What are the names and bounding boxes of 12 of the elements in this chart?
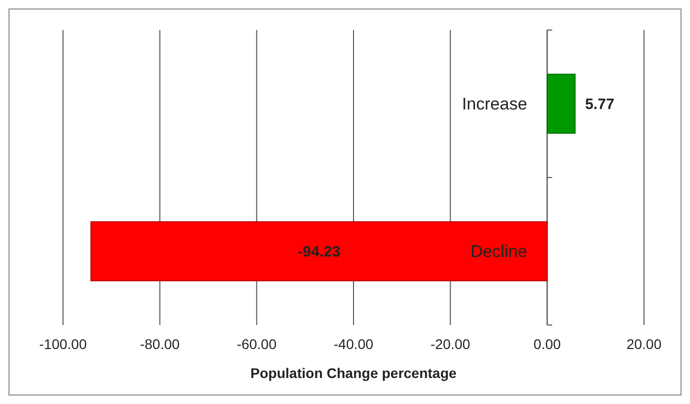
y-tick-label: Decline (470, 242, 528, 262)
x-tick-label: -40.00 (334, 336, 374, 352)
data-label: 5.77 (585, 96, 614, 113)
x-tick-label: -60.00 (236, 336, 277, 352)
x-tick-label: 0.00 (534, 336, 562, 352)
data-label: -94.23 (298, 244, 340, 260)
x-axis-title: Population Change percentage (250, 365, 457, 381)
x-tick-label: -100.00 (39, 336, 87, 352)
x-tick-label: 20.00 (626, 336, 662, 352)
y-tick-label: Increase (462, 94, 528, 114)
x-tick-label: -20.00 (430, 336, 470, 352)
x-tick-label: -80.00 (140, 336, 180, 352)
